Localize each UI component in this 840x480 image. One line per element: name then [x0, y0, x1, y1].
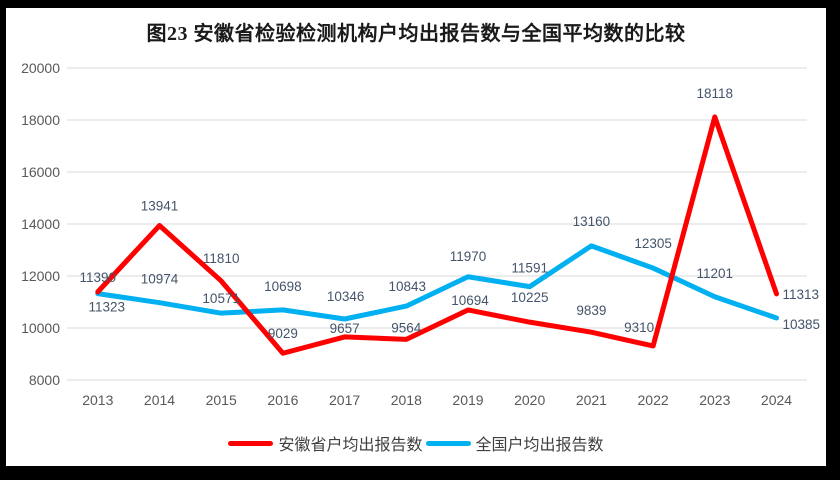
y-axis-tick-label: 14000	[21, 216, 60, 232]
x-axis-tick-label: 2015	[206, 392, 237, 408]
x-axis-tick-label: 2013	[82, 392, 113, 408]
data-label: 13160	[573, 214, 611, 229]
y-axis-tick-label: 16000	[21, 164, 60, 180]
data-label: 13941	[141, 199, 179, 214]
data-label: 10698	[264, 279, 302, 294]
legend-line-swatch-anhui	[228, 440, 274, 446]
data-label: 11201	[697, 266, 734, 281]
data-label: 9839	[576, 303, 606, 318]
x-axis-tick-label: 2019	[452, 392, 483, 408]
legend-item-national: 全国户均出报告数	[425, 431, 604, 455]
legend-label-anhui: 安徽省户均出报告数	[278, 437, 423, 454]
data-label: 12305	[634, 236, 672, 251]
y-axis-tick-label: 10000	[21, 320, 60, 336]
data-label: 9310	[624, 320, 654, 335]
data-label: 11390	[80, 270, 117, 285]
data-label: 10225	[511, 290, 549, 305]
y-axis-tick-label: 8000	[29, 372, 60, 388]
data-label: 9029	[268, 326, 298, 341]
data-label: 11970	[450, 249, 487, 264]
data-label: 10974	[141, 272, 179, 287]
x-axis-tick-label: 2020	[514, 392, 545, 408]
series-line-anhui	[95, 114, 779, 356]
x-axis-tick-label: 2021	[576, 392, 607, 408]
plot-area: 20000 18000 16000 14000 12000 10000 8000 2013 20…	[21, 60, 821, 408]
data-label: 11810	[203, 251, 240, 266]
data-label: 18118	[697, 86, 734, 101]
data-label: 10843	[389, 279, 427, 294]
x-axis-tick-label: 2022	[638, 392, 669, 408]
chart-title: 图23 安徽省检验检测机构户均出报告数与全国平均数的比较	[146, 23, 686, 45]
data-label: 10694	[451, 293, 489, 308]
x-axis-tick-label: 2018	[391, 392, 422, 408]
data-label: 11591	[511, 261, 548, 276]
legend-label-national: 全国户均出报告数	[475, 437, 604, 454]
legend-line-swatch-national	[425, 440, 471, 446]
x-axis-tick-label: 2016	[267, 392, 298, 408]
data-label: 10385	[783, 317, 821, 332]
data-label: 9657	[330, 321, 360, 336]
legend: 安徽省户均出报告数 全国户均出报告数	[6, 431, 826, 455]
y-axis-tick-label: 20000	[21, 60, 60, 76]
data-label: 10346	[327, 289, 365, 304]
data-label: 9564	[391, 320, 422, 335]
legend-item-anhui: 安徽省户均出报告数	[228, 431, 423, 455]
x-axis-tick-label: 2023	[699, 392, 730, 408]
chart-figure: 20000 18000 16000 14000 12000 10000 8000 2013 20…	[6, 8, 826, 466]
data-label: 11313	[783, 287, 820, 302]
y-axis-tick-label: 12000	[21, 268, 60, 284]
x-axis-tick-label: 2017	[329, 392, 360, 408]
y-axis-tick-label: 18000	[21, 112, 60, 128]
data-label: 10571	[202, 291, 240, 306]
series-line-national	[95, 243, 779, 322]
x-axis-tick-label: 2014	[144, 392, 175, 408]
x-axis-tick-label: 2024	[761, 392, 792, 408]
data-label: 11323	[89, 300, 126, 315]
